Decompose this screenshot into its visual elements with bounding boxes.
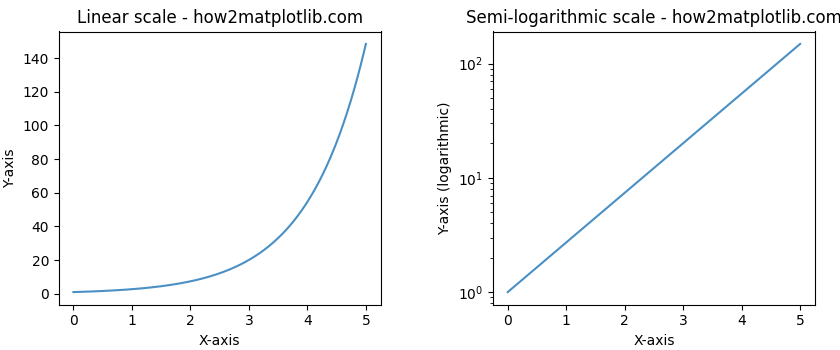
X-axis label: X-axis: X-axis: [633, 334, 675, 348]
Y-axis label: Y-axis (logarithmic): Y-axis (logarithmic): [438, 101, 453, 235]
Y-axis label: Y-axis: Y-axis: [3, 148, 17, 188]
Title: Linear scale - how2matplotlib.com: Linear scale - how2matplotlib.com: [76, 9, 363, 27]
Title: Semi-logarithmic scale - how2matplotlib.com: Semi-logarithmic scale - how2matplotlib.…: [466, 9, 840, 27]
X-axis label: X-axis: X-axis: [199, 334, 240, 348]
